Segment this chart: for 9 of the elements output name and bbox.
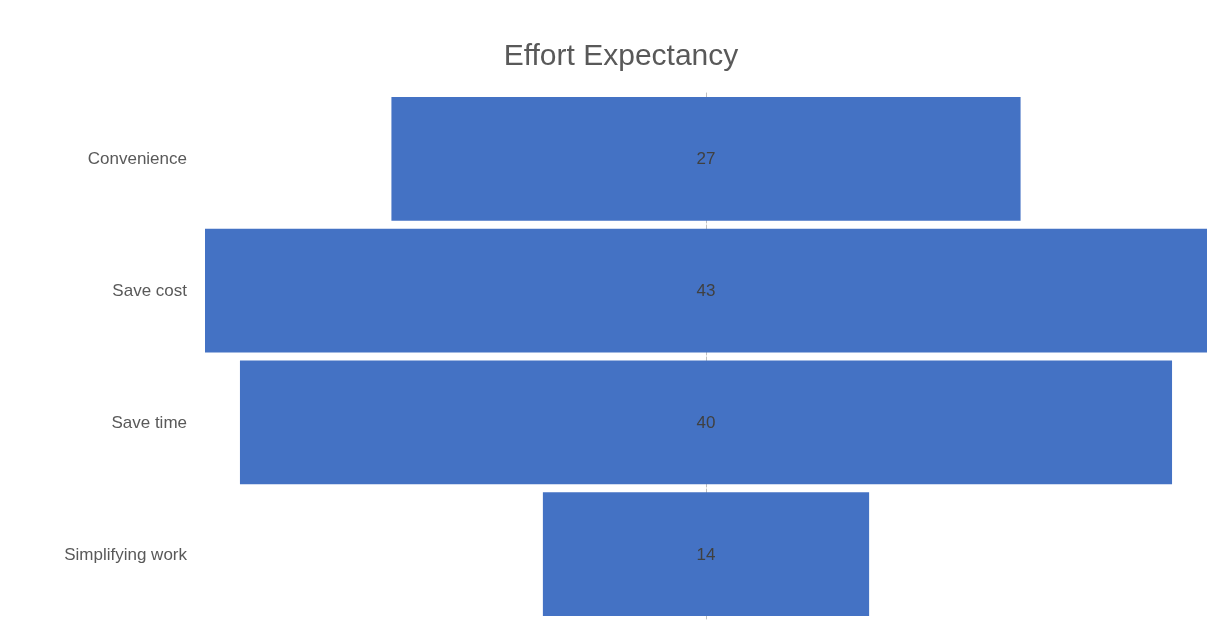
category-label: Save cost — [112, 281, 188, 301]
category-label: Save time — [111, 412, 187, 432]
data-label: 43 — [696, 281, 716, 301]
data-label: 27 — [696, 149, 716, 169]
data-label: 14 — [696, 544, 716, 564]
data-label: 40 — [696, 412, 716, 432]
text: Effort Expectancy — [503, 37, 739, 71]
category-label: Convenience — [87, 149, 187, 169]
category-label: Simplifying work — [64, 544, 188, 564]
